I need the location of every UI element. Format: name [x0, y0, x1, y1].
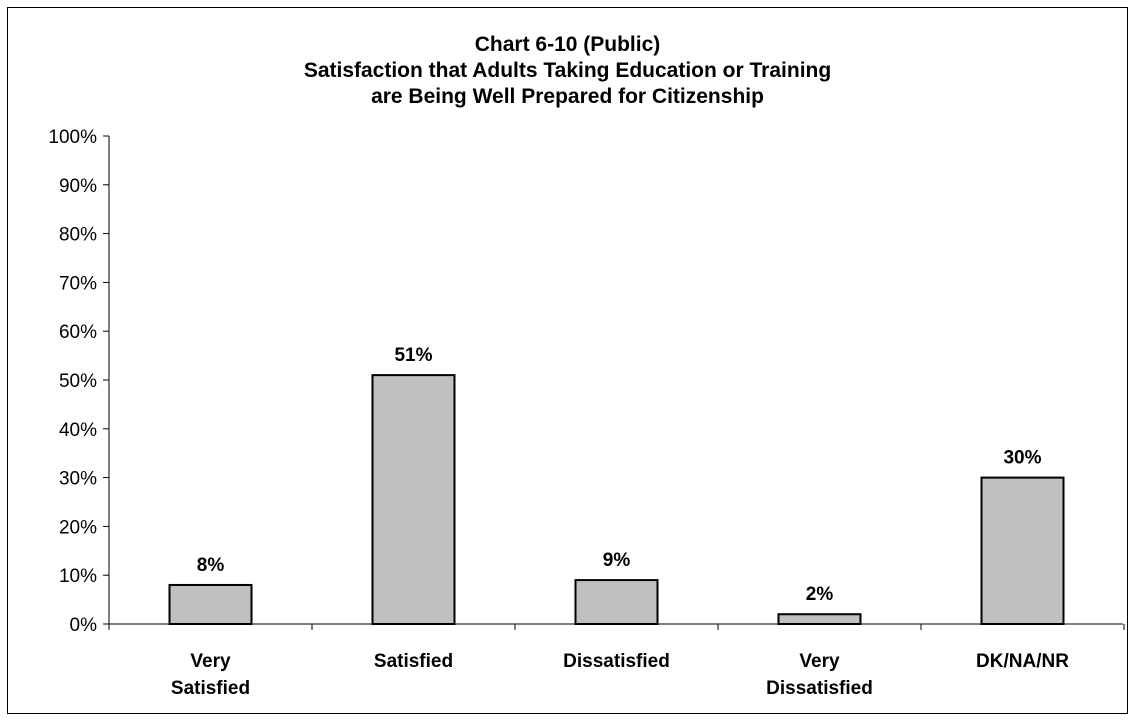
bar: [574, 579, 659, 626]
x-tick-label: Dissatisfied: [766, 678, 873, 699]
data-labels: 8% 51% 9% 2% 30%: [197, 345, 1042, 605]
x-tick-label: DK/NA/NR: [976, 651, 1069, 672]
chart-title-line-2: Satisfaction that Adults Taking Educatio…: [303, 59, 832, 82]
data-label: 30%: [1003, 448, 1041, 469]
y-tick-label: 50%: [59, 371, 97, 392]
chart-title: Chart 6-10 (Public) Satisfaction that Ad…: [0, 32, 1135, 110]
x-tick-label: Very: [190, 651, 231, 672]
y-axis: 0% 10% 20% 30% 40% 50% 60% 70% 80% 90% 100%: [48, 127, 110, 636]
bars: [168, 374, 1065, 626]
y-tick-label: 70%: [59, 273, 97, 294]
y-tick-label: 30%: [59, 469, 97, 490]
y-tick-label: 40%: [59, 420, 97, 441]
bar: [168, 583, 253, 626]
chart-title-line-1: Chart 6-10 (Public): [474, 33, 661, 56]
data-label: 2%: [806, 584, 834, 605]
x-tick-label: Satisfied: [374, 651, 453, 672]
y-tick-label: 90%: [59, 176, 97, 197]
data-label: 51%: [394, 345, 432, 366]
y-tick-label: 100%: [48, 127, 97, 148]
y-tick-label: 10%: [59, 566, 97, 587]
bar: [777, 613, 862, 625]
y-tick-label: 0%: [70, 615, 98, 636]
bar: [980, 476, 1065, 625]
y-tick-label: 80%: [59, 225, 97, 246]
data-label: 8%: [197, 555, 225, 576]
chart-title-line-3: are Being Well Prepared for Citizenship: [371, 85, 764, 108]
category-labels: Very Satisfied Satisfied Dissatisfied Very Di…: [171, 651, 1069, 699]
y-tick-label: 60%: [59, 322, 97, 343]
y-tick-label: 20%: [59, 517, 97, 538]
x-tick-label: Very: [799, 651, 840, 672]
x-tick-label: Dissatisfied: [563, 651, 670, 672]
data-label: 9%: [603, 550, 631, 571]
bar: [371, 374, 456, 625]
x-tick-label: Satisfied: [171, 678, 250, 699]
